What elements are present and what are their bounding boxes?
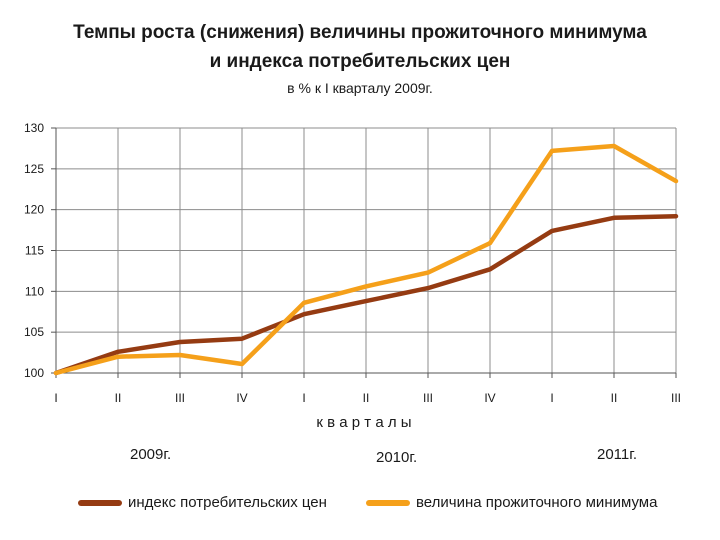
axes: [51, 127, 677, 378]
legend-label-subsistence: величина прожиточного минимума: [416, 494, 658, 511]
x-axis-label: к в а р т а л ы: [316, 414, 411, 431]
x-tick-label: III: [423, 391, 433, 405]
grid-lines: [56, 127, 677, 373]
x-tick-label: I: [302, 391, 305, 405]
y-tick-label: 130: [24, 121, 44, 135]
x-tick-label: IV: [236, 391, 247, 405]
chart-subtitle: в % к I кварталу 2009г.: [287, 80, 433, 96]
x-tick-label: I: [54, 391, 57, 405]
x-tick-label: III: [175, 391, 185, 405]
x-tick-label: I: [550, 391, 553, 405]
legend-swatch-cpi: [78, 499, 122, 506]
chart-title: Темпы роста (снижения) величины прожиточ…: [73, 22, 647, 43]
y-tick-label: 120: [24, 203, 44, 217]
x-tick-label: II: [611, 391, 618, 405]
y-tick-label: 100: [24, 366, 44, 380]
x-tick-label: IV: [484, 391, 495, 405]
legend-swatch-subsistence: [366, 499, 410, 506]
chart-title-line2: и индекса потребительских цен: [209, 51, 511, 72]
year-label-2011: 2011г.: [597, 446, 638, 463]
year-label-2010: 2010г.: [376, 449, 418, 466]
y-tick-label: 115: [25, 244, 44, 258]
series-line-subsistence: [53, 143, 679, 376]
legend-label-cpi: индекс потребительских цен: [128, 494, 327, 511]
legend-item-cpi: индекс потребительских цен: [78, 494, 327, 511]
series-lines: [53, 143, 679, 376]
year-label-2009: 2009г.: [130, 446, 172, 463]
y-tick-label: 125: [24, 162, 44, 176]
x-tick-label: II: [115, 391, 122, 405]
y-tick-label: 105: [24, 325, 44, 339]
series-line-cpi: [53, 213, 679, 376]
legend: индекс потребительских цен величина прож…: [0, 494, 720, 518]
y-tick-label: 110: [25, 284, 44, 298]
legend-item-subsistence: величина прожиточного минимума: [366, 494, 657, 511]
x-tick-label: III: [671, 391, 681, 405]
x-tick-label: II: [363, 391, 370, 405]
